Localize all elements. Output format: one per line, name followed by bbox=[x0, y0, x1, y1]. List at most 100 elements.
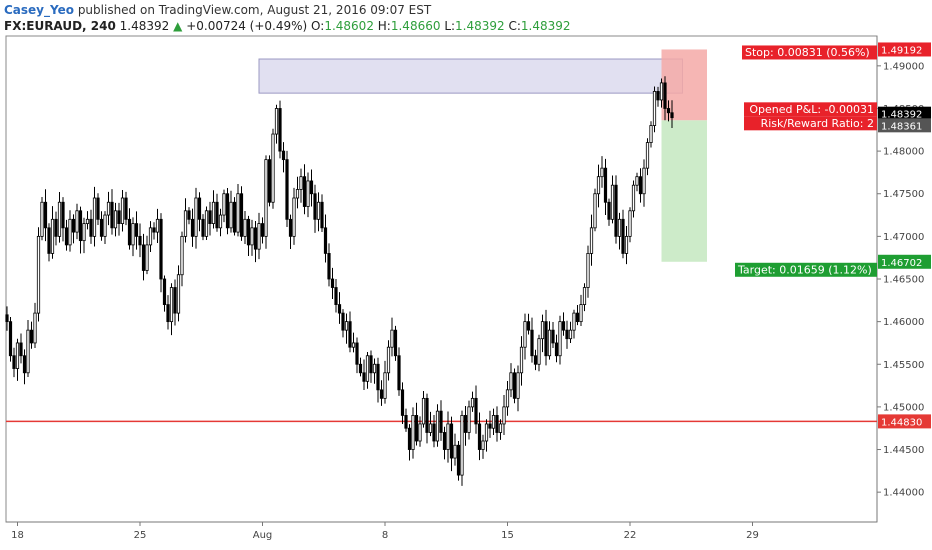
candle[interactable] bbox=[26, 329, 30, 374]
candle[interactable] bbox=[250, 227, 254, 246]
candle[interactable] bbox=[92, 197, 97, 237]
candle[interactable] bbox=[267, 159, 272, 203]
candle[interactable] bbox=[642, 167, 646, 195]
candle[interactable] bbox=[663, 82, 667, 109]
candle[interactable] bbox=[78, 210, 83, 242]
candle[interactable] bbox=[512, 372, 517, 399]
candle[interactable] bbox=[117, 210, 121, 224]
candle[interactable] bbox=[61, 201, 65, 229]
candle[interactable] bbox=[428, 423, 433, 433]
candle[interactable] bbox=[344, 321, 349, 331]
candle[interactable] bbox=[355, 342, 359, 365]
candle[interactable] bbox=[124, 197, 128, 220]
candle[interactable] bbox=[33, 312, 37, 344]
candle[interactable] bbox=[561, 321, 566, 331]
candle[interactable] bbox=[201, 218, 205, 237]
candle[interactable] bbox=[29, 329, 34, 344]
candle[interactable] bbox=[281, 150, 286, 161]
candle[interactable] bbox=[362, 372, 366, 382]
candle[interactable] bbox=[36, 235, 41, 314]
candle[interactable] bbox=[477, 423, 482, 450]
candle[interactable] bbox=[162, 278, 167, 305]
candle[interactable] bbox=[540, 321, 545, 340]
candle[interactable] bbox=[432, 423, 436, 442]
candle[interactable] bbox=[621, 218, 625, 254]
candle[interactable] bbox=[393, 329, 398, 357]
candle[interactable] bbox=[379, 389, 384, 399]
candle[interactable] bbox=[211, 201, 216, 224]
candle[interactable] bbox=[285, 159, 289, 220]
candle[interactable] bbox=[288, 218, 293, 237]
candle[interactable] bbox=[369, 355, 373, 374]
candle[interactable] bbox=[330, 278, 335, 288]
candle[interactable] bbox=[628, 210, 632, 237]
candle[interactable] bbox=[453, 444, 457, 459]
candle[interactable] bbox=[334, 287, 338, 305]
candle[interactable] bbox=[470, 397, 475, 408]
candle[interactable] bbox=[414, 415, 419, 442]
candle[interactable] bbox=[565, 329, 569, 340]
candle[interactable] bbox=[421, 397, 426, 425]
candle[interactable] bbox=[376, 363, 380, 391]
candle[interactable] bbox=[278, 108, 282, 152]
candle[interactable] bbox=[148, 227, 153, 246]
candle[interactable] bbox=[292, 197, 296, 237]
candle[interactable] bbox=[407, 427, 412, 450]
candle[interactable] bbox=[537, 338, 541, 365]
candle[interactable] bbox=[600, 167, 604, 178]
candle[interactable] bbox=[204, 210, 209, 237]
candle[interactable] bbox=[246, 218, 251, 246]
candle[interactable] bbox=[463, 415, 468, 433]
candle[interactable] bbox=[320, 201, 324, 229]
candle[interactable] bbox=[253, 227, 258, 250]
candle[interactable] bbox=[68, 218, 72, 246]
candle[interactable] bbox=[5, 314, 9, 323]
candle[interactable] bbox=[43, 201, 48, 229]
candle[interactable] bbox=[572, 312, 576, 331]
candle[interactable] bbox=[176, 274, 181, 314]
candle[interactable] bbox=[99, 218, 104, 237]
candle[interactable] bbox=[169, 287, 174, 323]
candle[interactable] bbox=[152, 227, 156, 233]
candle[interactable] bbox=[159, 218, 163, 280]
candle[interactable] bbox=[666, 108, 671, 114]
candle[interactable] bbox=[624, 235, 629, 254]
candle[interactable] bbox=[519, 346, 524, 374]
candle[interactable] bbox=[365, 355, 370, 382]
candle[interactable] bbox=[523, 321, 527, 348]
candle[interactable] bbox=[243, 218, 247, 237]
candle[interactable] bbox=[348, 321, 352, 348]
candle[interactable] bbox=[400, 389, 405, 416]
candle[interactable] bbox=[586, 253, 590, 288]
candle[interactable] bbox=[404, 415, 408, 429]
candle[interactable] bbox=[229, 201, 233, 229]
candle[interactable] bbox=[208, 210, 212, 224]
candle[interactable] bbox=[547, 329, 552, 357]
candle[interactable] bbox=[603, 167, 608, 203]
candle[interactable] bbox=[631, 184, 636, 212]
candle[interactable] bbox=[295, 189, 300, 199]
candle[interactable] bbox=[425, 397, 429, 433]
candle[interactable] bbox=[659, 82, 664, 101]
candle[interactable] bbox=[85, 218, 90, 224]
candle[interactable] bbox=[589, 227, 594, 254]
candle[interactable] bbox=[183, 210, 188, 237]
candle[interactable] bbox=[75, 210, 79, 233]
candle[interactable] bbox=[71, 218, 76, 233]
candle[interactable] bbox=[498, 423, 503, 433]
candle[interactable] bbox=[302, 176, 307, 207]
candle[interactable] bbox=[327, 253, 331, 280]
candle[interactable] bbox=[533, 355, 538, 365]
candle[interactable] bbox=[397, 355, 401, 391]
candle[interactable] bbox=[47, 227, 51, 254]
candle[interactable] bbox=[456, 444, 461, 476]
candle[interactable] bbox=[274, 108, 279, 135]
candle[interactable] bbox=[106, 201, 111, 216]
candle[interactable] bbox=[103, 214, 107, 237]
candle[interactable] bbox=[614, 184, 618, 237]
candle[interactable] bbox=[526, 321, 531, 331]
candle[interactable] bbox=[516, 372, 520, 399]
candle[interactable] bbox=[649, 125, 653, 143]
candle[interactable] bbox=[554, 342, 559, 357]
candle[interactable] bbox=[460, 415, 464, 476]
